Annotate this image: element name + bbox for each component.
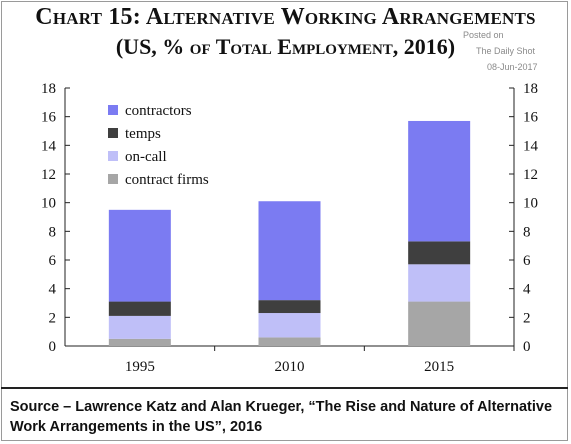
watermark-date: 08-Jun-2017 [487,62,538,72]
legend-label-contract-firms: contract firms [125,172,209,188]
y-tick-label-right: 10 [523,196,538,212]
legend-label-temps: temps [125,126,161,142]
bar-segment-on-call-2015 [408,264,471,302]
y-tick-label-right: 6 [523,253,531,269]
bar-segment-on-call-1995 [108,315,171,339]
y-tick-label-right: 0 [523,339,531,355]
y-tick-label-right: 2 [523,310,531,326]
bar-segment-contract-firms-1995 [108,338,171,346]
y-tick-label-left: 12 [41,167,56,183]
y-tick-label-left: 14 [41,138,57,154]
bar-segment-on-call-2010 [258,313,321,338]
chart-bars [108,120,471,346]
y-tick-label-right: 14 [523,138,539,154]
legend-label-contractors: contractors [125,103,192,119]
bar-segment-contractors-2015 [408,120,471,242]
y-tick-label-right: 8 [523,224,531,240]
x-tick-label-2015: 2015 [424,359,454,375]
y-tick-label-left: 16 [41,110,57,126]
bar-segment-temps-1995 [108,301,171,316]
watermark-posted: Posted on [463,30,504,40]
source-divider [1,387,568,389]
y-tick-label-left: 8 [49,224,57,240]
bar-segment-temps-2010 [258,300,321,314]
y-tick-label-right: 12 [523,167,538,183]
y-tick-label-right: 16 [523,110,539,126]
y-tick-label-left: 6 [49,253,57,269]
bar-segment-contract-firms-2010 [258,337,321,346]
chart-subtitle: (US, % of Total Employment, 2016) [115,34,456,59]
bar-segment-contract-firms-2015 [408,301,471,346]
y-tick-label-left: 0 [49,339,57,355]
bar-segment-temps-2015 [408,241,471,265]
y-tick-label-right: 4 [523,282,531,298]
y-tick-label-left: 4 [49,282,57,298]
legend-swatch-on-call [108,151,118,161]
legend-swatch-contract-firms [108,174,118,184]
x-tick-label-1995: 1995 [125,359,155,375]
source-note: Source – Lawrence Katz and Alan Krueger,… [10,399,553,435]
watermark-source: The Daily Shot [476,46,536,56]
bar-segment-contractors-1995 [108,209,171,302]
y-tick-label-left: 18 [41,81,56,97]
legend-label-on-call: on-call [125,149,167,165]
x-tick-label-2010: 2010 [275,359,305,375]
y-tick-label-left: 2 [49,310,57,326]
chart-legend: contractors temps on-call contract firms [108,103,209,188]
y-tick-label-right: 18 [523,81,538,97]
stacked-bar-chart: 0 0 2 2 4 4 6 6 8 8 10 10 12 12 14 14 16 16 18 18 1995 2010 20… [41,81,539,375]
y-tick-label-left: 10 [41,196,56,212]
chart-title: Chart 15: Alternative Working Arrangemen… [35,4,536,30]
bar-segment-contractors-2010 [258,201,321,301]
legend-swatch-temps [108,128,118,138]
legend-swatch-contractors [108,105,118,115]
